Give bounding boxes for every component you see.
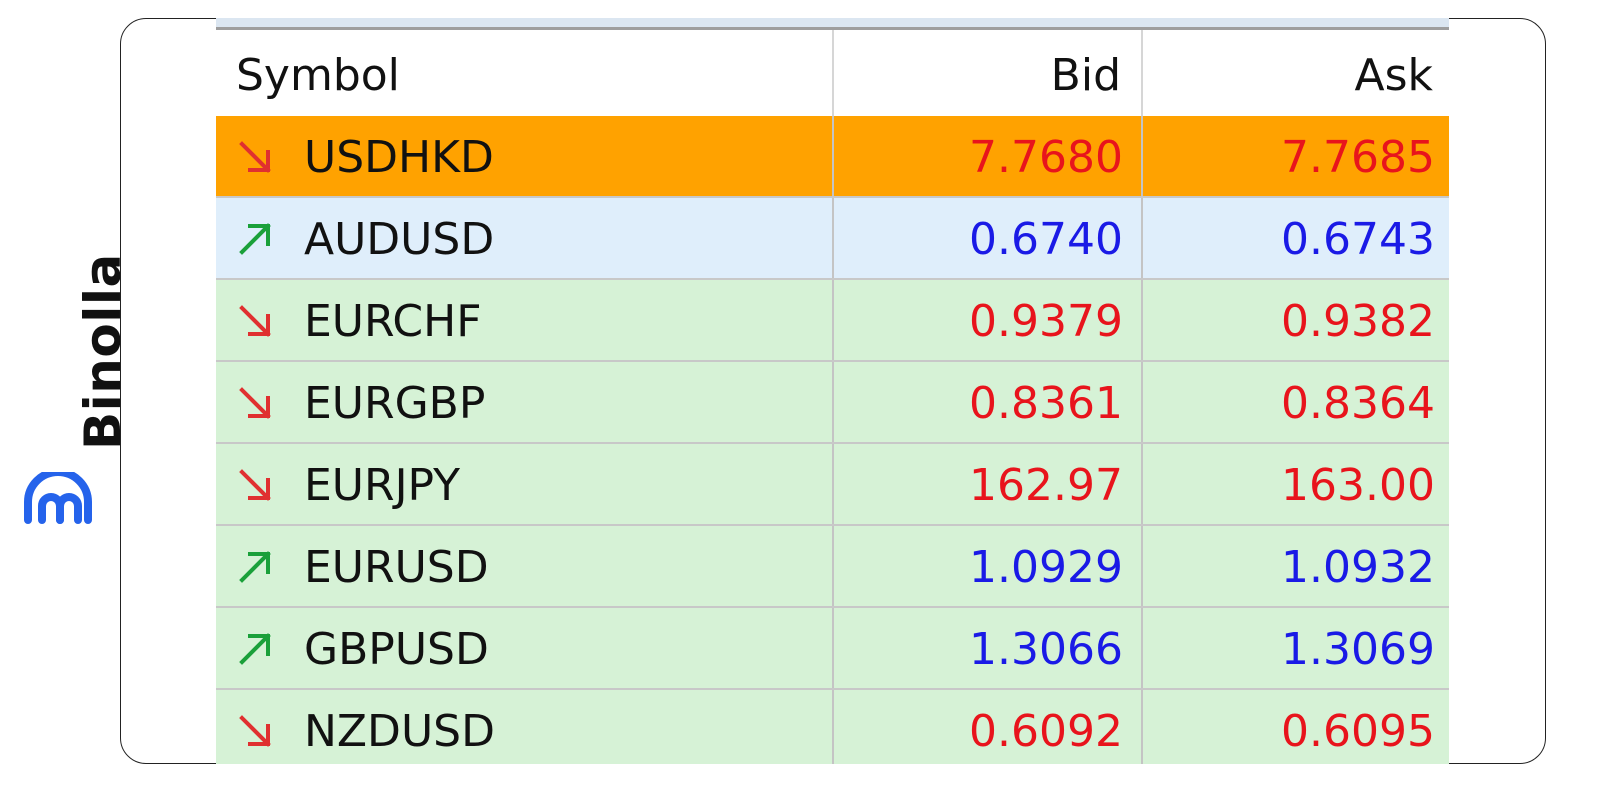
arrow-up-right-icon [239, 223, 271, 255]
symbol-cell: USDHKD [216, 116, 834, 196]
column-header-bid[interactable]: Bid [834, 30, 1143, 116]
symbol-name: EURGBP [304, 378, 486, 429]
table-row[interactable]: USDHKD 7.7680 7.7685 [216, 116, 1449, 198]
arrow-down-right-icon [239, 141, 271, 173]
bid-price: 0.6092 [834, 690, 1143, 764]
table-body: USDHKD 7.7680 7.7685 AUDUSD 0.6740 0.6743 EURC… [216, 116, 1449, 764]
symbol-cell: GBPUSD [216, 608, 834, 688]
arrow-down-right-icon [239, 469, 271, 501]
bid-price: 0.9379 [834, 280, 1143, 360]
column-header-ask[interactable]: Ask [1354, 50, 1433, 101]
arrow-down-right-icon [239, 715, 271, 747]
column-header-symbol[interactable]: Symbol [216, 30, 834, 116]
table-top-border [216, 18, 1449, 30]
table-row[interactable]: GBPUSD 1.3066 1.3069 [216, 608, 1449, 690]
table-row[interactable]: EURGBP 0.8361 0.8364 [216, 362, 1449, 444]
ask-price: 0.6095 [1281, 706, 1435, 757]
ask-price: 163.00 [1281, 460, 1435, 511]
market-watch-table: Symbol Bid Ask USDHKD 7.7680 7.7685 AUDUSD 0… [216, 18, 1449, 764]
table-row[interactable]: EURJPY 162.97 163.00 [216, 444, 1449, 526]
binolla-logo-icon [24, 472, 92, 524]
table-row[interactable]: EURUSD 1.0929 1.0932 [216, 526, 1449, 608]
table-row[interactable]: NZDUSD 0.6092 0.6095 [216, 690, 1449, 764]
table-row[interactable]: EURCHF 0.9379 0.9382 [216, 280, 1449, 362]
bid-price: 162.97 [834, 444, 1143, 524]
symbol-cell: AUDUSD [216, 198, 834, 278]
symbol-cell: EURUSD [216, 526, 834, 606]
ask-price: 1.3069 [1281, 624, 1435, 675]
symbol-name: NZDUSD [304, 706, 495, 757]
arrow-down-right-icon [239, 387, 271, 419]
symbol-name: EURCHF [304, 296, 482, 347]
bid-price: 0.6740 [834, 198, 1143, 278]
bid-price: 7.7680 [834, 116, 1143, 196]
ask-price: 0.6743 [1281, 214, 1435, 265]
ask-price: 1.0932 [1281, 542, 1435, 593]
arrow-up-right-icon [239, 633, 271, 665]
symbol-cell: EURGBP [216, 362, 834, 442]
ask-price: 0.9382 [1281, 296, 1435, 347]
brand-watermark: Binolla [16, 250, 132, 540]
symbol-name: EURJPY [304, 460, 460, 511]
arrow-up-right-icon [239, 551, 271, 583]
symbol-name: USDHKD [304, 132, 494, 183]
bid-price: 1.0929 [834, 526, 1143, 606]
symbol-cell: EURJPY [216, 444, 834, 524]
bid-price: 0.8361 [834, 362, 1143, 442]
table-header: Symbol Bid Ask [216, 30, 1449, 116]
ask-price: 0.8364 [1281, 378, 1435, 429]
bid-price: 1.3066 [834, 608, 1143, 688]
symbol-name: AUDUSD [304, 214, 495, 265]
symbol-name: GBPUSD [304, 624, 489, 675]
arrow-down-right-icon [239, 305, 271, 337]
symbol-name: EURUSD [304, 542, 489, 593]
ask-price: 7.7685 [1281, 132, 1435, 183]
table-row[interactable]: AUDUSD 0.6740 0.6743 [216, 198, 1449, 280]
symbol-cell: EURCHF [216, 280, 834, 360]
symbol-cell: NZDUSD [216, 690, 834, 764]
